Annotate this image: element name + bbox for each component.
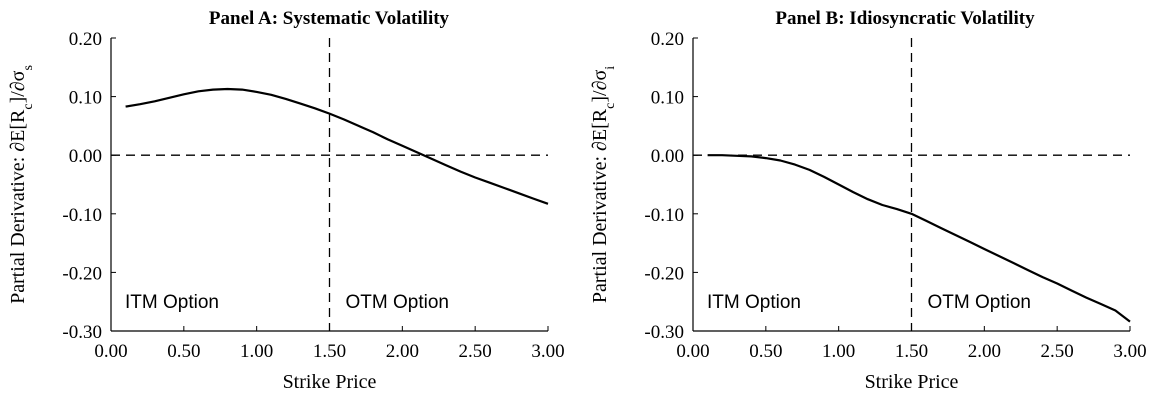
panel-b-x-tick-label: 1.00 xyxy=(822,341,855,362)
panel-a-title: Panel A: Systematic Volatility xyxy=(209,8,450,29)
panel-b-y-label-sub2: i xyxy=(603,66,618,70)
panel-a-y-tick-label: 0.10 xyxy=(69,88,102,109)
panel-b-x-tick-label: 2.50 xyxy=(1041,341,1074,362)
panel-b-y-tick-label: 0.00 xyxy=(651,146,684,167)
panel-a-itm-annotation: ITM Option xyxy=(125,292,219,313)
panel-a-y-label-mid: ]/∂σ xyxy=(7,70,29,103)
panel-b-otm-annotation: OTM Option xyxy=(928,292,1031,313)
panel-a-y-tick-label: -0.10 xyxy=(62,205,102,226)
panel-b-x-tick-label: 0.50 xyxy=(749,341,782,362)
panel-b-y-label: Partial Derivative: ∂E[Rc]/∂σi xyxy=(589,66,618,303)
panel-b-title: Panel B: Idiosyncratic Volatility xyxy=(775,8,1035,29)
panel-b-y-label-prefix: Partial Derivative: ∂E[R xyxy=(589,108,611,303)
panel-b-y-tick-label: -0.20 xyxy=(644,263,684,284)
panel-a-x-tick-label: 1.50 xyxy=(313,341,346,362)
panel-a-y-label-sub2: s xyxy=(21,65,36,70)
panel-a-series-line xyxy=(125,87,549,205)
panel-a: Panel A: Systematic Volatility 0.20 0.10 0.… xyxy=(7,8,565,393)
panel-a-y-label: Partial Derivative: ∂E[Rc]/∂σs xyxy=(7,65,36,304)
panel-a-x-tick-label: 1.00 xyxy=(240,341,273,362)
panel-b-y-tick-label: -0.30 xyxy=(644,322,684,343)
panel-b: Panel B: Idiosyncratic Volatility 0.20 0.1… xyxy=(589,8,1147,393)
panel-b-series-line xyxy=(707,154,1131,323)
panel-a-y-tick-label: 0.20 xyxy=(69,29,102,50)
panel-a-x-tick-label: 2.00 xyxy=(386,341,419,362)
panel-a-x-tick-label: 2.50 xyxy=(459,341,492,362)
panel-a-y-tick-label: -0.20 xyxy=(62,263,102,284)
panel-b-y-tick-label: 0.20 xyxy=(651,29,684,50)
panel-b-x-tick-label: 0.00 xyxy=(676,341,709,362)
panel-b-y-tick-label: -0.10 xyxy=(644,205,684,226)
panel-b-x-label: Strike Price xyxy=(865,371,959,393)
panel-b-x-tick-label: 2.00 xyxy=(968,341,1001,362)
panel-b-y-label-mid: ]/∂σ xyxy=(589,70,611,103)
panel-a-x-label: Strike Price xyxy=(283,371,377,393)
panel-b-y-label-sub1: c xyxy=(603,103,618,109)
panel-a-y-tick-label: 0.00 xyxy=(69,146,102,167)
panel-a-y-label-prefix: Partial Derivative: ∂E[R xyxy=(7,109,29,304)
panel-b-y-tick-label: 0.10 xyxy=(651,88,684,109)
panel-a-y-tick-label: -0.30 xyxy=(62,322,102,343)
panel-a-x-tick-label: 3.00 xyxy=(531,341,564,362)
panel-b-x-tick-label: 1.50 xyxy=(895,341,928,362)
panel-a-x-tick-label: 0.00 xyxy=(94,341,127,362)
panel-b-x-tick-label: 3.00 xyxy=(1113,341,1146,362)
panel-a-otm-annotation: OTM Option xyxy=(346,292,449,313)
panel-a-y-label-sub1: c xyxy=(21,103,36,109)
panel-a-x-tick-label: 0.50 xyxy=(167,341,200,362)
panel-b-itm-annotation: ITM Option xyxy=(707,292,801,313)
